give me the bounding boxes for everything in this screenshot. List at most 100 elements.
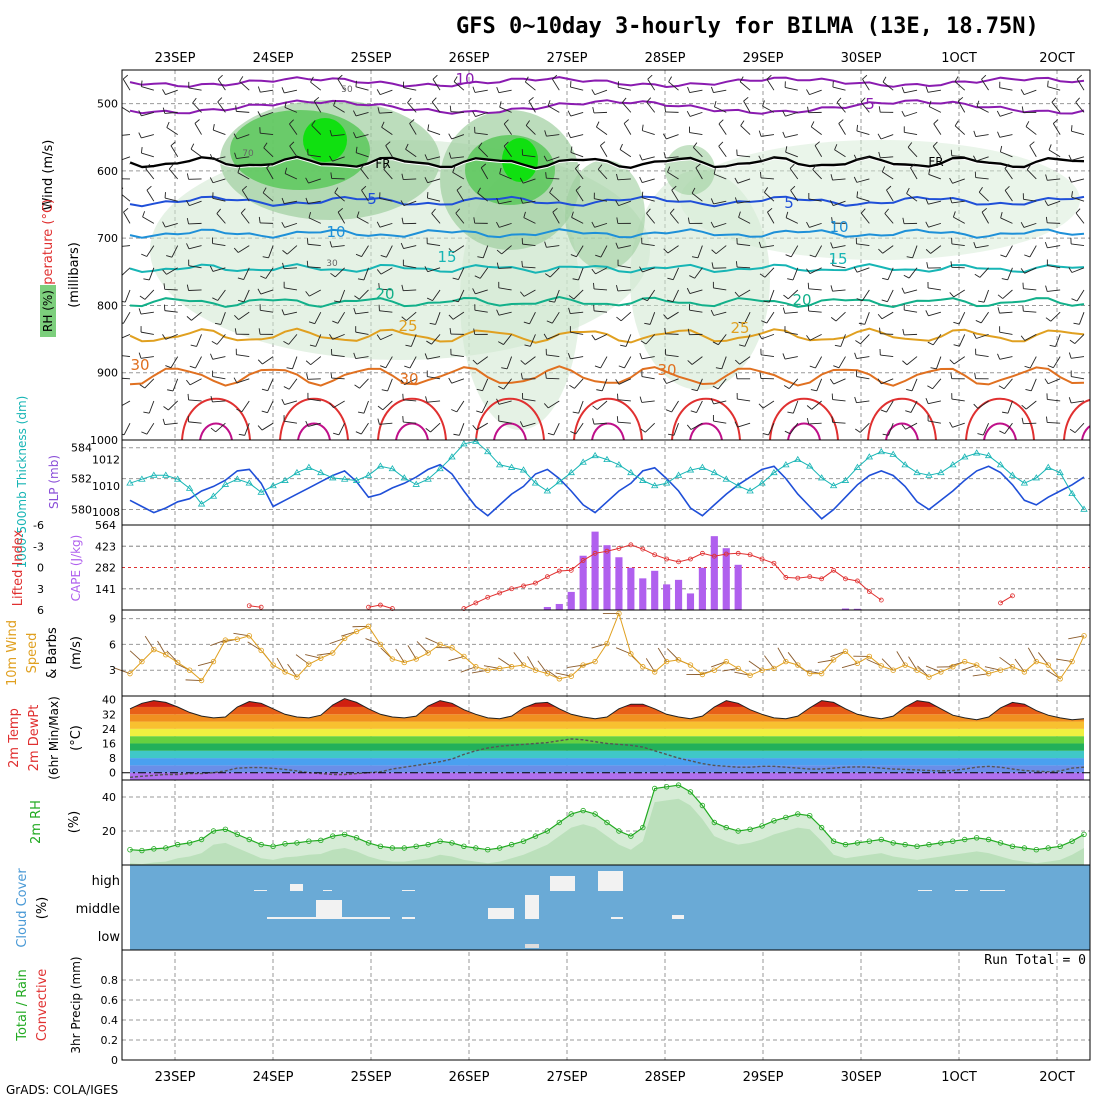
wind-barb	[619, 149, 632, 158]
wind-barb-flag	[639, 352, 643, 359]
lifted-index-point	[711, 553, 717, 559]
wind-barb-flag	[925, 249, 931, 254]
wind-barb	[880, 156, 894, 159]
wind10-tick-label: 6	[109, 638, 116, 651]
wind-barb-flag	[360, 163, 365, 169]
wind-barb-flag	[473, 328, 476, 335]
slp-line-point	[269, 481, 277, 489]
lifted-index-point	[580, 558, 586, 563]
rh2m-line-point	[878, 836, 884, 843]
wind-barb	[307, 243, 321, 247]
wind-barb	[646, 101, 656, 113]
wind-barb-flag	[448, 377, 453, 384]
temp-color-band	[130, 765, 1084, 773]
wind-barb-flag	[281, 309, 285, 316]
wind-barb-flag	[667, 433, 675, 436]
slp-line-point	[579, 458, 587, 465]
wind-barb-flag	[641, 124, 644, 131]
wind-barb-flag	[567, 353, 571, 359]
wind-barb	[123, 311, 131, 324]
wind-barb-flag	[571, 211, 574, 218]
wind-barb	[691, 192, 703, 202]
wind-barb	[212, 197, 226, 202]
rh2m-tick-label: 40	[102, 791, 116, 804]
wind-barb-flag	[957, 96, 964, 102]
wind-barb-flag	[380, 365, 386, 369]
li-tick-label: 6	[37, 604, 44, 617]
wind-barb	[164, 111, 178, 114]
wind-barb	[910, 400, 918, 413]
wind-barb	[267, 378, 274, 391]
contour-temp-40	[395, 422, 429, 440]
wind-barb-flag	[886, 185, 892, 191]
wind-barb-flag	[452, 166, 456, 173]
wind-barb-flag	[239, 76, 244, 82]
wind-barb-flag	[1002, 411, 1009, 414]
wind10-speed-line-point	[783, 658, 789, 665]
lifted-index-point	[723, 551, 729, 557]
wind-barb	[284, 287, 298, 291]
wind-barb-flag	[401, 316, 407, 321]
slp-line-point	[1068, 489, 1076, 497]
wind-barb-flag	[146, 185, 152, 191]
contour-label-freezing: FR	[375, 157, 390, 171]
wind-barb-flag	[862, 74, 868, 80]
wind10-speed-line-point	[532, 667, 539, 673]
date-label-bottom: 2OCT	[1039, 1070, 1075, 1085]
wind-barb-flag	[735, 372, 738, 379]
wind-barb	[570, 311, 584, 315]
wind10-speed-line-point	[353, 628, 360, 635]
wind-barb	[123, 211, 131, 224]
rh2m-line-point	[926, 841, 932, 848]
wind-barb	[713, 222, 727, 228]
temp-color-band	[130, 721, 1084, 729]
wind-barb-flag	[1045, 216, 1048, 223]
wind-barb-flag	[353, 307, 357, 314]
wind10-speed-line-point	[1045, 662, 1051, 668]
wind-barb	[595, 333, 608, 341]
wind-barb	[170, 356, 179, 368]
wind-barb-flag	[424, 266, 429, 272]
wind-barb-flag	[620, 344, 627, 347]
wind-barb	[856, 178, 870, 183]
contour-freezing-level	[129, 155, 1085, 171]
wind10-speed-line-point	[210, 658, 217, 665]
wind-barb-flag	[122, 322, 124, 324]
wind-barb-flag	[143, 411, 150, 414]
rh2m-line-point	[962, 836, 968, 843]
slp-line-point	[758, 479, 766, 486]
wind-barb	[1023, 310, 1037, 313]
wind-barb	[880, 333, 894, 335]
wind-barb	[262, 356, 274, 365]
wind-barb-flag	[448, 133, 453, 140]
wind-barb	[1071, 243, 1085, 247]
wind-barb	[667, 245, 679, 254]
wind-barb	[957, 100, 966, 113]
wind10-speed-line-point	[389, 656, 396, 662]
wind-barb	[928, 311, 942, 317]
wind-barb	[188, 399, 202, 402]
wind-barb	[450, 156, 464, 159]
wind-barb-flag	[426, 340, 432, 345]
wind-barb-flag	[997, 353, 1001, 360]
wind-barb	[331, 354, 345, 358]
wind-barb	[808, 288, 822, 291]
wind-barb-flag	[713, 168, 716, 175]
wind-barb	[618, 86, 631, 91]
wind-barb-flag	[453, 76, 458, 82]
wind-barb-flag	[281, 197, 285, 204]
wind-barb	[953, 216, 965, 224]
wind-barb	[981, 211, 989, 224]
slp-line-point	[173, 475, 182, 482]
wind-barb-flag	[860, 208, 866, 214]
contour-label-temp-30b: 30	[399, 370, 418, 388]
slp-line-point	[555, 478, 564, 485]
wind-barb	[761, 156, 775, 162]
wind-barb-flag	[834, 344, 841, 347]
wind-barb-flag	[592, 405, 598, 410]
wind-barb	[310, 81, 322, 91]
rh2m-line-point	[652, 785, 658, 792]
ylabel-temp2m: 2m Temp	[7, 708, 22, 768]
wind-barb-flag	[546, 320, 553, 324]
wind-barb	[906, 356, 918, 366]
